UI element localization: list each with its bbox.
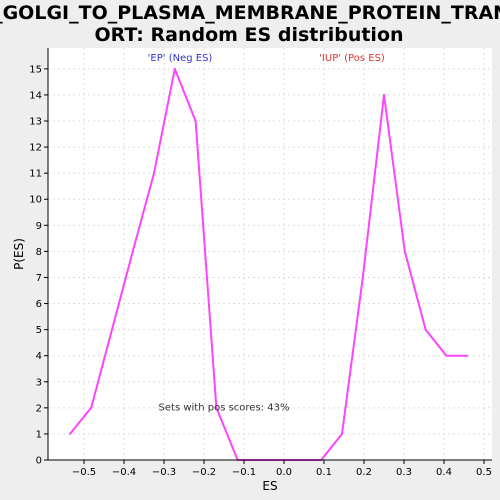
y-tick-label: 1 bbox=[36, 429, 42, 440]
annotations-layer: 'EP' (Neg ES) 'IUP' (Pos ES) Sets with pos… bbox=[148, 53, 385, 413]
y-tick-label: 3 bbox=[36, 377, 42, 388]
y-tick-label: 4 bbox=[36, 351, 42, 362]
y-tick-label: 0 bbox=[36, 456, 42, 467]
x-tick-label: −0.2 bbox=[192, 467, 216, 478]
y-tick-label: 15 bbox=[29, 64, 42, 75]
data-point bbox=[69, 432, 71, 435]
x-tick-label: −0.5 bbox=[72, 467, 96, 478]
data-point bbox=[215, 406, 218, 409]
y-tick-label: 7 bbox=[36, 273, 42, 284]
y-tick-label: 11 bbox=[29, 169, 42, 180]
y-tick-label: 2 bbox=[36, 403, 42, 414]
x-tick-label: −0.4 bbox=[112, 467, 136, 478]
y-tick-label: 13 bbox=[29, 117, 42, 128]
y-tick-label: 6 bbox=[36, 299, 42, 310]
x-tick-label: −0.1 bbox=[232, 467, 256, 478]
plot-area bbox=[48, 48, 492, 460]
axes: −0.5 −0.4 −0.3 −0.2 −0.1 0.0 0.1 0.2 0.3 0.4 0.5 0 1… bbox=[29, 48, 492, 478]
chart-annotation: Sets with pos scores: 43% bbox=[159, 402, 290, 413]
data-point bbox=[466, 354, 469, 357]
x-tick-label: 0.4 bbox=[436, 467, 452, 478]
x-tick-label: 0.1 bbox=[316, 467, 332, 478]
x-tick-label: 0.5 bbox=[476, 467, 492, 478]
data-point bbox=[341, 432, 343, 435]
y-tick-label: 12 bbox=[29, 143, 42, 154]
data-point bbox=[361, 276, 364, 279]
data-point bbox=[173, 67, 176, 70]
data-point bbox=[111, 328, 113, 331]
data-point bbox=[403, 250, 406, 253]
x-tick-label: 0.3 bbox=[396, 467, 412, 478]
y-tick-label: 10 bbox=[29, 195, 42, 206]
chart-annotation: 'IUP' (Pos ES) bbox=[319, 53, 385, 64]
y-tick-label: 5 bbox=[36, 325, 42, 336]
data-point bbox=[131, 250, 134, 253]
data-point bbox=[424, 328, 427, 331]
grid-lines bbox=[48, 48, 492, 461]
x-tick-label: 0.0 bbox=[276, 467, 292, 478]
data-point bbox=[90, 406, 93, 409]
y-axis-title: P(ES) bbox=[12, 238, 26, 270]
x-tick-label: 0.2 bbox=[356, 467, 372, 478]
x-tick-label: −0.3 bbox=[152, 467, 176, 478]
y-tick-label: 14 bbox=[29, 90, 42, 101]
data-point bbox=[153, 172, 155, 175]
y-tick-label: 8 bbox=[36, 247, 42, 258]
data-point bbox=[194, 120, 197, 123]
data-point bbox=[383, 93, 385, 96]
chart-title-line-1: GO_GOLGI_TO_PLASMA_MEMBRANE_PROTEIN_TRAN… bbox=[0, 2, 500, 24]
chart-annotation: 'EP' (Neg ES) bbox=[148, 53, 213, 64]
chart-title-line-2: ORT: Random ES distribution bbox=[94, 24, 403, 46]
y-tick-label: 9 bbox=[36, 221, 42, 232]
data-point bbox=[445, 354, 448, 357]
x-axis-title: ES bbox=[262, 479, 277, 493]
